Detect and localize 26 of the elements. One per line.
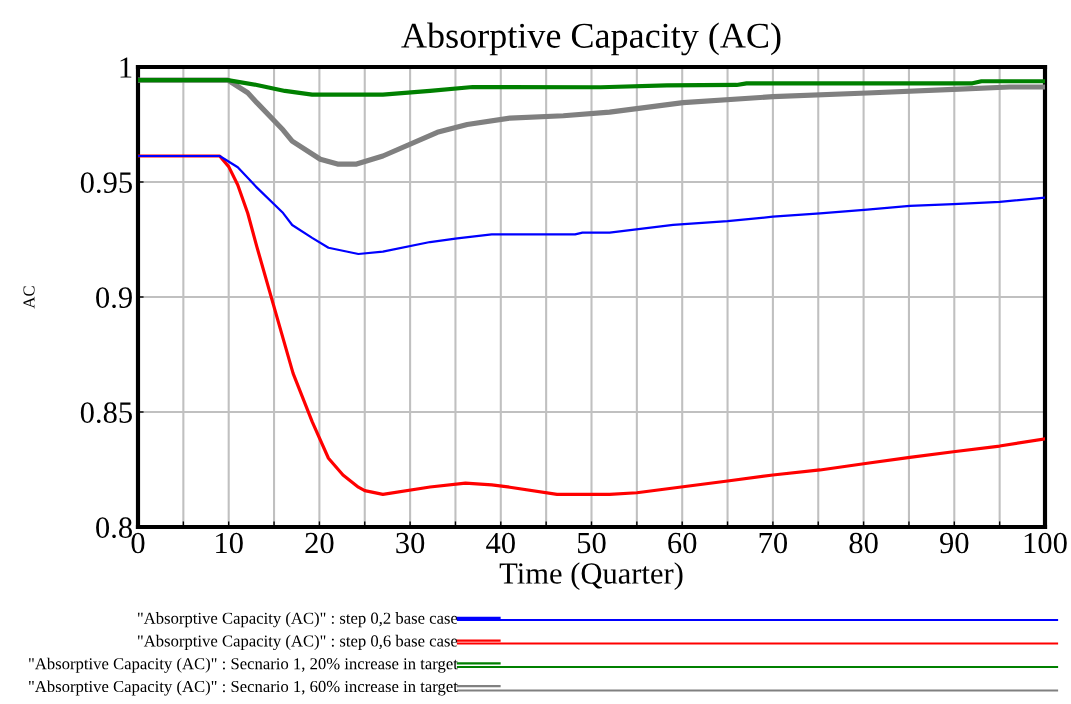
x-tick-label: 100: [1024, 532, 1067, 554]
y-axis-title: AC: [23, 286, 35, 309]
line-series: [138, 154, 1045, 256]
x-axis-title: Time (Quarter): [499, 562, 683, 591]
x-tick-label: 60: [668, 532, 697, 554]
x-tick-label: 30: [396, 532, 425, 554]
line-series: [138, 154, 1045, 496]
x-tick-label: 50: [578, 532, 606, 554]
legend-label: "Absorptive Capacity (AC)" : Secnario 1, 20% increase in target: [29, 657, 458, 673]
x-tick-label: 70: [759, 532, 788, 554]
x-tick-label: 90: [940, 532, 969, 554]
x-tick-label: 20: [305, 532, 334, 554]
y-tick-label: 0.8: [96, 517, 132, 539]
y-tick-label: 0.85: [80, 402, 132, 424]
y-tick-label: 1: [120, 57, 132, 78]
x-tick-label: 40: [486, 532, 515, 554]
legend-label: "Absorptive Capacity (AC)" : step 0,6 base case: [137, 634, 458, 651]
legend-label: "Absorptive Capacity (AC)" : Secnario 1, 60% increase in target: [29, 680, 458, 696]
chart-title: Absorptive Capacity (AC): [401, 22, 781, 56]
x-tick-label: 80: [849, 532, 878, 554]
x-tick-label: 0: [131, 532, 145, 554]
y-tick-label: 0.95: [80, 172, 132, 194]
y-tick-label: 0.9: [96, 287, 132, 309]
line-series: [138, 78, 1045, 97]
x-tick-label: 10: [216, 532, 243, 554]
legend-label: "Absorptive Capacity (AC)" : step 0,2 base case: [137, 612, 458, 628]
